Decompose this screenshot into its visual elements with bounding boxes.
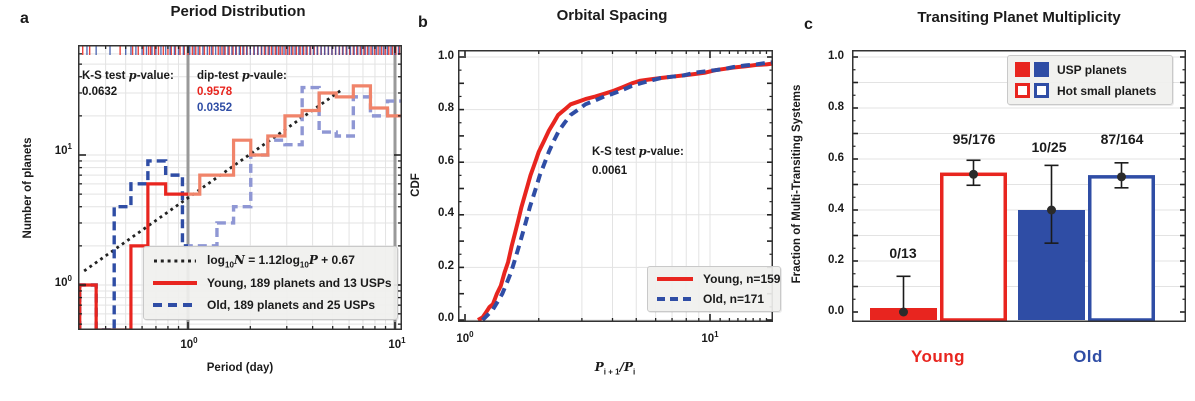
legend-row-fit: log10N = 1.12log10P + 0.67 [144, 250, 397, 272]
panel-b-xtick-10e1: 101 [701, 330, 719, 345]
dotted-line-sample [154, 259, 196, 263]
legend-row-usp: USP planets [1008, 59, 1172, 80]
legend-row-young-b: Young, n=159 [648, 269, 780, 289]
legend-row-young: Young, 189 planets and 13 USPs [144, 272, 397, 294]
panel-b-legend: Young, n=159 Old, n=171 [647, 266, 781, 312]
panel-a-xtick-10e1: 101 [388, 336, 406, 351]
panel-b-xtick-10e0: 100 [456, 330, 474, 345]
panel-a-dip-value-old: 0.0352 [197, 102, 233, 114]
panel-b-ks-value: 0.0061 [592, 165, 628, 177]
panel-a-ks-value: 0.0632 [82, 86, 118, 98]
panel-b-ylabel: CDF [410, 173, 422, 197]
panel-a-ks-label: K-S test p-value: [82, 68, 174, 82]
annotation-0-13: 0/13 [889, 245, 917, 261]
panel-c-title: Transiting Planet Multiplicity [917, 9, 1121, 26]
panel-c-ytick-0.0: 0.0 [828, 305, 844, 317]
panel-b-ytick-1.0: 1.0 [438, 50, 454, 62]
legend-b-young-label: Young, n=159 [703, 272, 781, 286]
legend-old-label: Old, 189 planets and 25 USPs [207, 298, 376, 312]
panel-a-letter: a [20, 10, 29, 27]
panel-a-ytick-10e1: 101 [54, 142, 72, 157]
panel-c-letter: c [804, 16, 813, 33]
panel-b-letter: b [418, 14, 428, 31]
panel-c-ytick-0.4: 0.4 [828, 203, 844, 215]
panel-b-ytick-0.2: 0.2 [438, 260, 454, 272]
blue-dashed-line-sample-b [657, 297, 693, 301]
legend-young-label: Young, 189 planets and 13 USPs [207, 276, 392, 290]
legend-usp-label: USP planets [1057, 62, 1127, 77]
legend-hot-small-label: Hot small planets [1057, 83, 1157, 98]
legend-b-old-label: Old, n=171 [703, 292, 765, 306]
legend-row-old-b: Old, n=171 [648, 289, 780, 309]
panel-c-plot [852, 50, 1186, 322]
panel-a-ylabel: Number of planets [22, 137, 34, 239]
annotation-10-25: 10/25 [1031, 139, 1067, 155]
group-label-old: Old [1073, 347, 1103, 366]
panel-b-title: Orbital Spacing [556, 7, 668, 24]
group-label-young: Young [910, 347, 966, 366]
panel-b-ytick-0.0: 0.0 [438, 312, 454, 324]
panel-a-dip-label: dip-test p-vaule: [197, 68, 287, 82]
panel-a-xtick-10e0: 100 [180, 336, 198, 351]
annotation-87-164: 87/164 [1100, 131, 1144, 147]
panel-c-legend: USP planets Hot small planets [1007, 55, 1173, 105]
red-solid-line-sample [153, 281, 197, 285]
panel-c-ytick-0.8: 0.8 [828, 101, 844, 113]
red-solid-line-sample-b [657, 277, 693, 281]
blue-dashed-line-sample [153, 303, 197, 307]
panel-b-ytick-0.8: 0.8 [438, 102, 454, 114]
panel-b-ytick-0.6: 0.6 [438, 155, 454, 167]
panel-a-ytick-10e0: 100 [54, 274, 72, 289]
panel-a-legend: log10N = 1.12log10P + 0.67 Young, 189 pl… [143, 246, 398, 320]
blue-filled-square-icon [1034, 62, 1049, 77]
legend-row-old: Old, 189 planets and 25 USPs [144, 294, 397, 316]
panel-b-xlabel: Pi + 1/Pi [594, 360, 636, 377]
annotation-95-176: 95/176 [952, 131, 996, 147]
panel-c-ytick-1.0: 1.0 [828, 50, 844, 62]
panel-b-ks-label: K-S test p-value: [592, 144, 684, 158]
panel-c-ytick-0.6: 0.6 [828, 152, 844, 164]
red-open-square-icon [1015, 83, 1030, 98]
panel-b-ytick-0.4: 0.4 [438, 207, 454, 219]
panel-c-ytick-0.2: 0.2 [828, 254, 844, 266]
panel-c-ylabel: Fraction of Multi-Transiting Systems [791, 84, 803, 284]
panel-a-xlabel: Period (day) [206, 362, 274, 374]
legend-row-hot-small: Hot small planets [1008, 80, 1172, 101]
panel-a-title: Period Distribution [170, 3, 306, 20]
panel-b-plot [458, 50, 773, 322]
red-filled-square-icon [1015, 62, 1030, 77]
blue-open-square-icon [1034, 83, 1049, 98]
panel-a-dip-value-young: 0.9578 [197, 86, 233, 98]
fit-formula: log10N = 1.12log10P + 0.67 [207, 252, 355, 270]
